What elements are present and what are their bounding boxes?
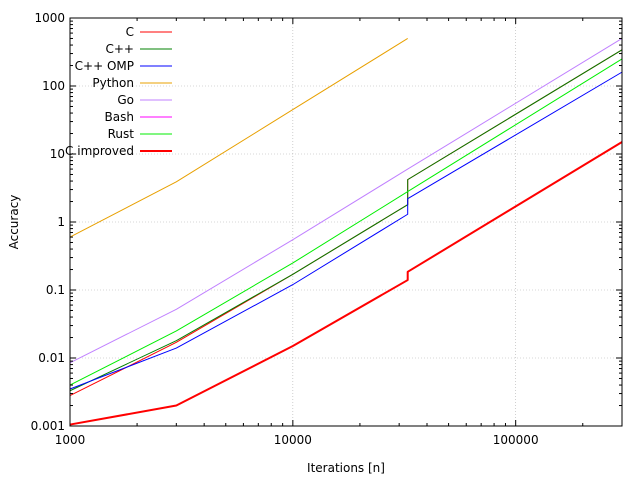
legend-label: C++ (106, 42, 135, 56)
legend-label: Go (117, 93, 134, 107)
y-tick-label: 0.001 (31, 419, 65, 433)
series-line-python (69, 38, 408, 238)
legend-label: Python (92, 76, 134, 90)
legend-label: Bash (105, 110, 134, 124)
series-line-c- (69, 49, 623, 392)
y-tick-label: 0.01 (38, 351, 65, 365)
legend-label: Rust (108, 127, 135, 141)
y-tick-label: 100 (42, 79, 65, 93)
series-lines (69, 38, 623, 426)
x-axis-title: Iterations [n] (307, 461, 385, 475)
legend-label: C (126, 25, 134, 39)
axis-ticks: 1000 10000 100000 0.001 0.01 0.1 1 10 100 1000 (31, 11, 623, 447)
x-tick-label: 1000 (55, 433, 86, 447)
legend: C C++ C++ OMP Python Go Bash Rust C improved (65, 25, 172, 158)
y-tick-label: 0.1 (46, 283, 65, 297)
x-tick-label: 100000 (493, 433, 539, 447)
series-line-c-omp (69, 71, 623, 390)
y-tick-label: 1 (57, 215, 65, 229)
y-tick-label: 1000 (34, 11, 65, 25)
y-tick-label: 10 (50, 147, 65, 161)
y-axis-title: Accuracy (7, 195, 21, 250)
legend-label: C improved (65, 144, 134, 158)
series-line-rust (69, 58, 623, 386)
series-line-go (69, 38, 623, 364)
x-tick-label: 10000 (274, 433, 312, 447)
series-line-c-improved (69, 141, 623, 426)
legend-label: C++ OMP (75, 59, 134, 73)
